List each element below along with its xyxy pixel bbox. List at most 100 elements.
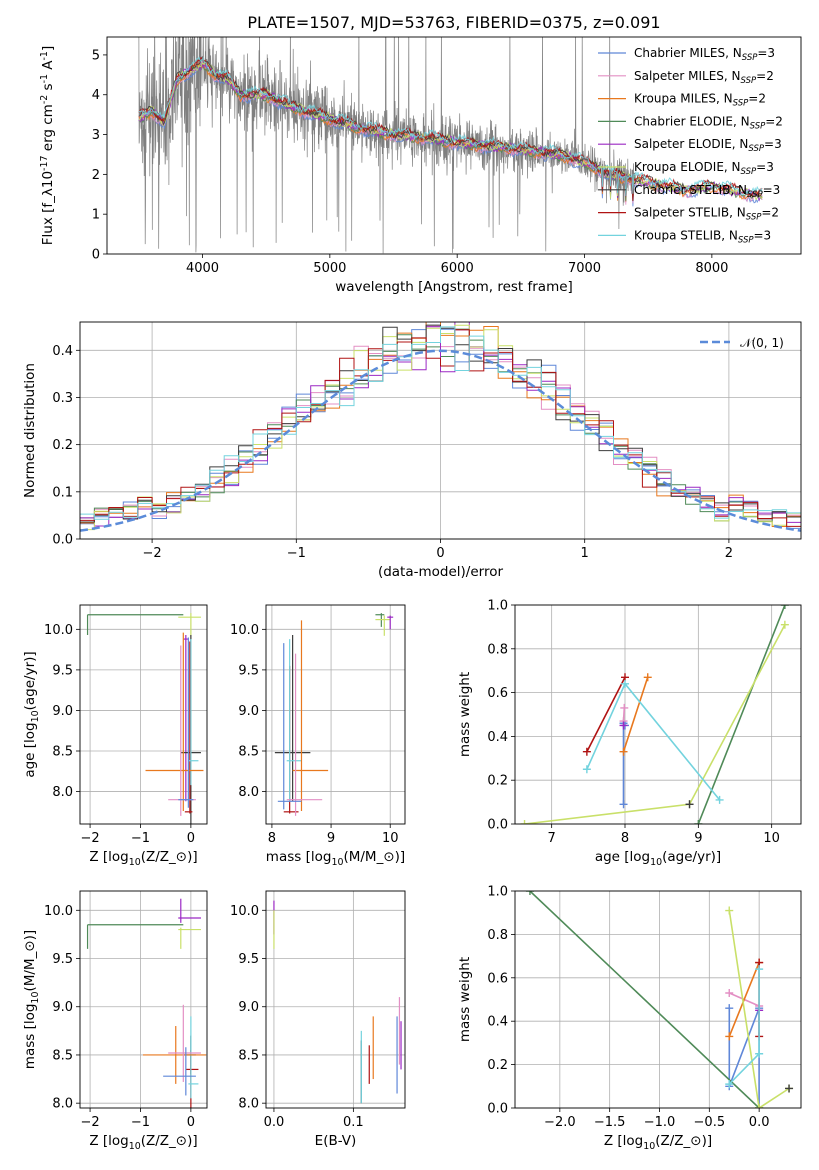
errorbar-chabrier-miles	[178, 637, 194, 808]
y-tick-label: 8.0	[52, 785, 73, 800]
x-axis-label: Z [log10(Z/Z_⊙)]	[89, 849, 197, 868]
x-tick-label: 7000	[568, 261, 601, 276]
y-tick-label: 0.2	[52, 438, 73, 453]
marker-plus	[755, 1049, 764, 1058]
grid	[515, 890, 801, 1109]
legend-entry: Kroupa ELODIE, NSSP=3	[634, 160, 774, 177]
x-tick-label: −2	[80, 831, 99, 846]
legend-entry: Salpeter STELIB, NSSP=2	[634, 206, 779, 223]
y-tick-label: 10.0	[44, 623, 73, 638]
marker-plus	[725, 1032, 734, 1041]
y-tick-label: 0.1	[52, 485, 73, 500]
errorbar-kroupa-stelib	[188, 1016, 199, 1099]
errorbar-kroupa-elodie	[375, 615, 391, 636]
errorbar-kroupa-miles	[145, 632, 204, 812]
series-line	[529, 891, 760, 1108]
marker-plus	[582, 765, 591, 774]
errorbar-salpeter-elodie	[387, 615, 394, 630]
plot-residuals: −2 −1 0 1 2 0.0 0.1 0.2 0.3 0.4 (data-model)/error…	[22, 321, 802, 580]
y-tick-label: 9.5	[52, 663, 73, 678]
errorbar-chabrier-elodie	[86, 614, 184, 636]
y-tick-label: 0.2	[487, 1058, 508, 1073]
y-tick-label: 0.0	[487, 1102, 508, 1117]
x-tick-label: −2.0	[544, 1115, 576, 1130]
legend-entry: Kroupa STELIB, NSSP=3	[634, 228, 771, 245]
y-tick-label: 0.4	[487, 1015, 508, 1030]
series-line	[728, 910, 790, 1108]
errorbar-salpeter-miles	[286, 653, 323, 816]
x-tick-label: 8000	[695, 261, 728, 276]
x-tick-label: 9	[327, 831, 335, 846]
legend: 𝒩(0, 1)	[700, 336, 784, 350]
series-line	[586, 676, 626, 753]
y-tick-label: 8.5	[52, 1048, 73, 1063]
legend-entry: Salpeter MILES, NSSP=2	[634, 69, 774, 86]
legend-entry: Chabrier STELIB, NSSP=3	[634, 183, 780, 200]
x-tick-label: −0.5	[694, 1115, 726, 1130]
axes-frame	[79, 890, 208, 1109]
plot-weight-vs-age: 7 8 9 10 0.0 0.2 0.4 0.6 0.8 1.0 age [log10(age/yr…	[457, 599, 802, 868]
y-tick-label: 8.5	[52, 745, 73, 760]
x-tick-label: −2	[143, 546, 162, 561]
series-kroupa-elodie	[520, 620, 789, 824]
x-tick-label: 10	[382, 831, 399, 846]
model-spectrum-chabrier-miles	[138, 62, 763, 207]
marker-plus	[619, 721, 628, 730]
marker-plus	[755, 1104, 764, 1108]
errorbar-salpeter-stelib	[184, 641, 193, 814]
series-line	[697, 605, 786, 824]
y-tick-label: 0.4	[487, 730, 508, 745]
y-tick-label: 0.0	[487, 818, 508, 833]
series-kroupa-miles	[619, 673, 652, 756]
plot-spectrum: 4000 5000 6000 7000 8000 0 1 2 3 4 5 wavelength [An…	[39, 13, 802, 295]
errorbar-salpeter-stelib	[185, 1050, 199, 1108]
marker-plus	[694, 820, 703, 824]
legend: Chabrier MILES, NSSP=3 Salpeter MILES, NS…	[598, 46, 783, 245]
y-tick-label: 2	[92, 168, 100, 183]
x-tick-label: −1	[131, 1115, 150, 1130]
chart-title: PLATE=1507, MJD=53763, FIBERID=0375, z=0…	[247, 13, 660, 32]
y-tick-label: 0.3	[52, 391, 73, 406]
y-axis-label: Normed distribution	[22, 363, 38, 498]
errorbar-kroupa-stelib	[286, 639, 302, 802]
y-tick-label: 9.0	[238, 704, 259, 719]
y-tick-label: 0.2	[487, 774, 508, 789]
y-tick-label: 8.5	[238, 745, 259, 760]
x-tick-label: 0.0	[264, 1115, 285, 1130]
errorbar-chabrier-miles	[163, 1047, 196, 1096]
legend-entry: Salpeter ELODIE, NSSP=3	[634, 137, 782, 154]
plot-age-vs-Z: −2 −1 0 8.0 8.5 9.0 9.5 10.0 Z [log10(Z/Z_⊙)] age…	[22, 604, 208, 868]
x-axis-label: wavelength [Angstrom, rest frame]	[335, 279, 573, 295]
x-tick-label: 0.0	[749, 1115, 770, 1130]
axes-frame	[79, 321, 802, 540]
x-tick-label: −1	[131, 831, 150, 846]
marker-plus	[715, 795, 724, 804]
y-tick-label: 0.8	[487, 928, 508, 943]
x-tick-label: 9	[694, 831, 702, 846]
y-tick-label: 0.6	[487, 971, 508, 986]
x-tick-label: −2	[80, 1115, 99, 1130]
series-salpeter-elodie	[619, 721, 628, 730]
model-spectrum-salpeter-stelib	[138, 56, 763, 201]
marker-plus	[643, 673, 652, 682]
y-tick-label: 8.5	[238, 1048, 259, 1063]
marker-plus	[621, 679, 629, 688]
series-salpeter-stelib	[582, 673, 629, 756]
x-tick-label: −1.5	[594, 1115, 626, 1130]
y-tick-label: 0.4	[52, 344, 73, 359]
axes-frame	[79, 604, 208, 825]
x-tick-label: 0	[187, 1115, 195, 1130]
grid	[80, 891, 207, 1108]
y-tick-label: 9.0	[52, 1000, 73, 1015]
x-tick-label: −1.0	[644, 1115, 676, 1130]
marker-plus	[755, 965, 764, 974]
series-chabrier-miles	[619, 719, 629, 809]
errorbar-kroupa-stelib	[188, 639, 199, 786]
series-kroupa-stelib	[582, 679, 724, 804]
y-axis-label: mass weight	[457, 672, 473, 757]
marker-plus	[780, 605, 789, 609]
y-tick-label: 1.0	[487, 885, 508, 900]
x-axis-label: (data-model)/error	[378, 564, 504, 580]
data-spectrum	[138, 37, 636, 254]
plot-area	[273, 900, 402, 1104]
